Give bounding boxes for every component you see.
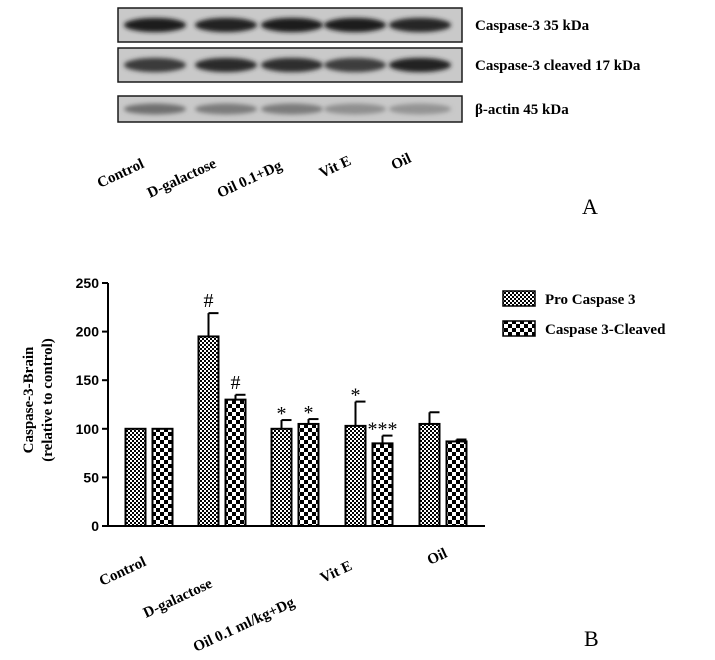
legend-label: Pro Caspase 3 — [545, 292, 636, 308]
bar — [344, 424, 367, 527]
error-bars — [207, 312, 467, 444]
significance-mark: # — [204, 290, 214, 312]
legend-swatch — [502, 290, 536, 307]
y-axis-label-line2: (relative to control) — [40, 338, 56, 462]
bar — [151, 427, 174, 527]
blot-label: Caspase-3 35 kDa — [475, 18, 590, 34]
blot-label: β-actin 45 kDa — [475, 102, 569, 118]
legend-label: Caspase 3-Cleaved — [545, 322, 666, 338]
legend-swatch — [502, 320, 536, 337]
bar — [197, 335, 220, 527]
y-tick-label: 100 — [76, 421, 100, 437]
blot-band — [195, 17, 257, 33]
bar — [371, 442, 394, 528]
blot-band — [389, 57, 451, 73]
blot-band — [261, 103, 323, 115]
blot-band — [261, 17, 323, 33]
significance-mark: *** — [368, 419, 398, 441]
blot-label: Caspase-3 cleaved 17 kDa — [475, 58, 641, 74]
y-tick-label: 0 — [91, 518, 99, 534]
panel-b-letter: B — [584, 626, 599, 651]
blot-band — [324, 17, 386, 33]
blot-band — [124, 57, 186, 73]
significance-mark: * — [304, 402, 314, 424]
lane-label: Oil — [389, 151, 414, 174]
y-axis-label-line1: Caspase-3-Brain — [21, 346, 37, 453]
blot-band — [124, 17, 186, 33]
blot-band — [324, 103, 386, 115]
y-tick-label: 150 — [76, 372, 100, 388]
x-tick-label: D-galactose — [141, 576, 215, 622]
x-tick-label: Oil 0.1 ml/kg+Dg — [191, 595, 298, 656]
significance-mark: * — [351, 385, 361, 407]
bar — [224, 398, 247, 528]
lane-label: D-galactose — [145, 156, 219, 202]
blot-band — [195, 103, 257, 115]
significance-marks: #**#**** — [204, 290, 398, 440]
lane-label: Vit E — [317, 153, 354, 182]
blot-band — [195, 57, 257, 73]
significance-mark: * — [277, 403, 287, 425]
significance-mark: # — [231, 372, 241, 394]
blot-band — [324, 57, 386, 73]
y-tick-label: 200 — [76, 324, 100, 340]
blot-band — [389, 103, 451, 115]
western-blot-panel: Caspase-3 35 kDa Caspase-3 cleaved 17 kDa… — [117, 7, 641, 123]
x-tick-label: Vit E — [318, 558, 355, 587]
y-tick-label: 250 — [76, 275, 100, 291]
x-tick-label: Control — [97, 554, 149, 590]
y-tick-labels: 0 50 100 150 200 250 — [76, 275, 100, 534]
lane-label: Oil 0.1+Dg — [215, 158, 285, 202]
y-tick-label: 50 — [83, 469, 99, 485]
chart-legend: Pro Caspase 3 Caspase 3-Cleaved — [502, 290, 666, 338]
bar — [270, 427, 293, 527]
x-tick-label: Oil — [425, 546, 450, 569]
bar — [124, 427, 147, 527]
panel-a-letter: A — [582, 194, 598, 219]
chart-bars — [124, 335, 468, 528]
bar — [297, 422, 320, 527]
blot-band — [389, 17, 451, 33]
blot-band — [124, 103, 186, 115]
bar — [418, 422, 441, 527]
lane-label: Control — [95, 156, 147, 192]
bar — [445, 440, 468, 528]
blot-band — [261, 57, 323, 73]
